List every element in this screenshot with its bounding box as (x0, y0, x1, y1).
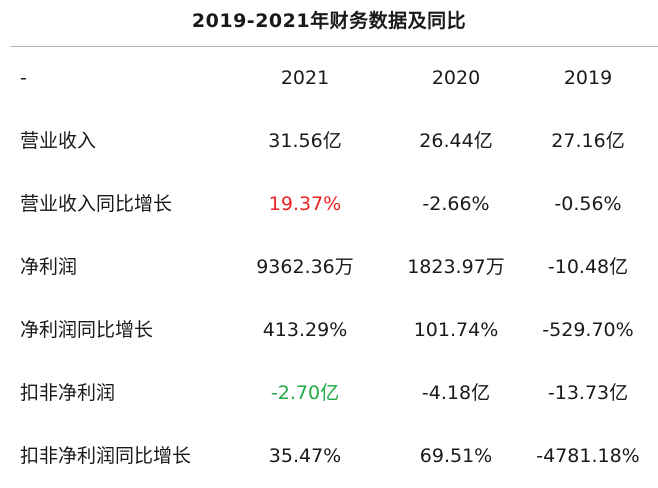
table-header-row: - 2021 2020 2019 (10, 47, 658, 110)
row-label: 营业收入同比增长 (20, 193, 173, 215)
cell-2019: -529.70% (542, 319, 634, 341)
cell-2019: -0.56% (554, 193, 622, 215)
table-row-deducted-net-profit-growth: 扣非净利润同比增长 35.47% 69.51% -4781.18% (10, 425, 658, 488)
cell-2021: 35.47% (268, 445, 342, 467)
row-label: 扣非净利润 (20, 382, 116, 404)
cell-2021: 31.56亿 (268, 130, 342, 152)
cell-2020: 26.44亿 (419, 130, 493, 152)
table-row-deducted-net-profit: 扣非净利润 -2.70亿 -4.18亿 -13.73亿 (10, 362, 658, 425)
header-year-2021: 2021 (280, 67, 330, 89)
table-row-revenue: 营业收入 31.56亿 26.44亿 27.16亿 (10, 110, 658, 173)
cell-2019: -10.48亿 (547, 256, 629, 278)
header-label: - (20, 67, 27, 89)
cell-2020: -2.66% (422, 193, 490, 215)
cell-2019: -13.73亿 (547, 382, 629, 404)
cell-2019: 27.16亿 (551, 130, 625, 152)
table-row-revenue-growth: 营业收入同比增长 19.37% -2.66% -0.56% (10, 173, 658, 236)
cell-2021: 413.29% (262, 319, 348, 341)
financial-data-table: - 2021 2020 2019 营业收入 31.56亿 26.44亿 27.1… (10, 47, 658, 488)
cell-2020: 1823.97万 (407, 256, 505, 278)
row-label: 净利润 (20, 256, 78, 278)
cell-2021-highlight: -2.70亿 (270, 382, 340, 404)
row-label: 营业收入 (20, 130, 97, 152)
header-year-2020: 2020 (431, 67, 481, 89)
title-divider (10, 46, 658, 47)
table-row-net-profit-growth: 净利润同比增长 413.29% 101.74% -529.70% (10, 299, 658, 362)
cell-2021: 9362.36万 (256, 256, 354, 278)
row-label: 净利润同比增长 (20, 319, 154, 341)
table-title: 2019-2021年财务数据及同比 (191, 10, 467, 32)
header-year-2019: 2019 (563, 67, 613, 89)
cell-2020: 69.51% (419, 445, 493, 467)
table-row-net-profit: 净利润 9362.36万 1823.97万 -10.48亿 (10, 236, 658, 299)
cell-2020: -4.18亿 (421, 382, 491, 404)
cell-2021-highlight: 19.37% (268, 193, 342, 215)
row-label: 扣非净利润同比增长 (20, 445, 192, 467)
cell-2019: -4781.18% (536, 445, 640, 467)
cell-2020: 101.74% (413, 319, 499, 341)
